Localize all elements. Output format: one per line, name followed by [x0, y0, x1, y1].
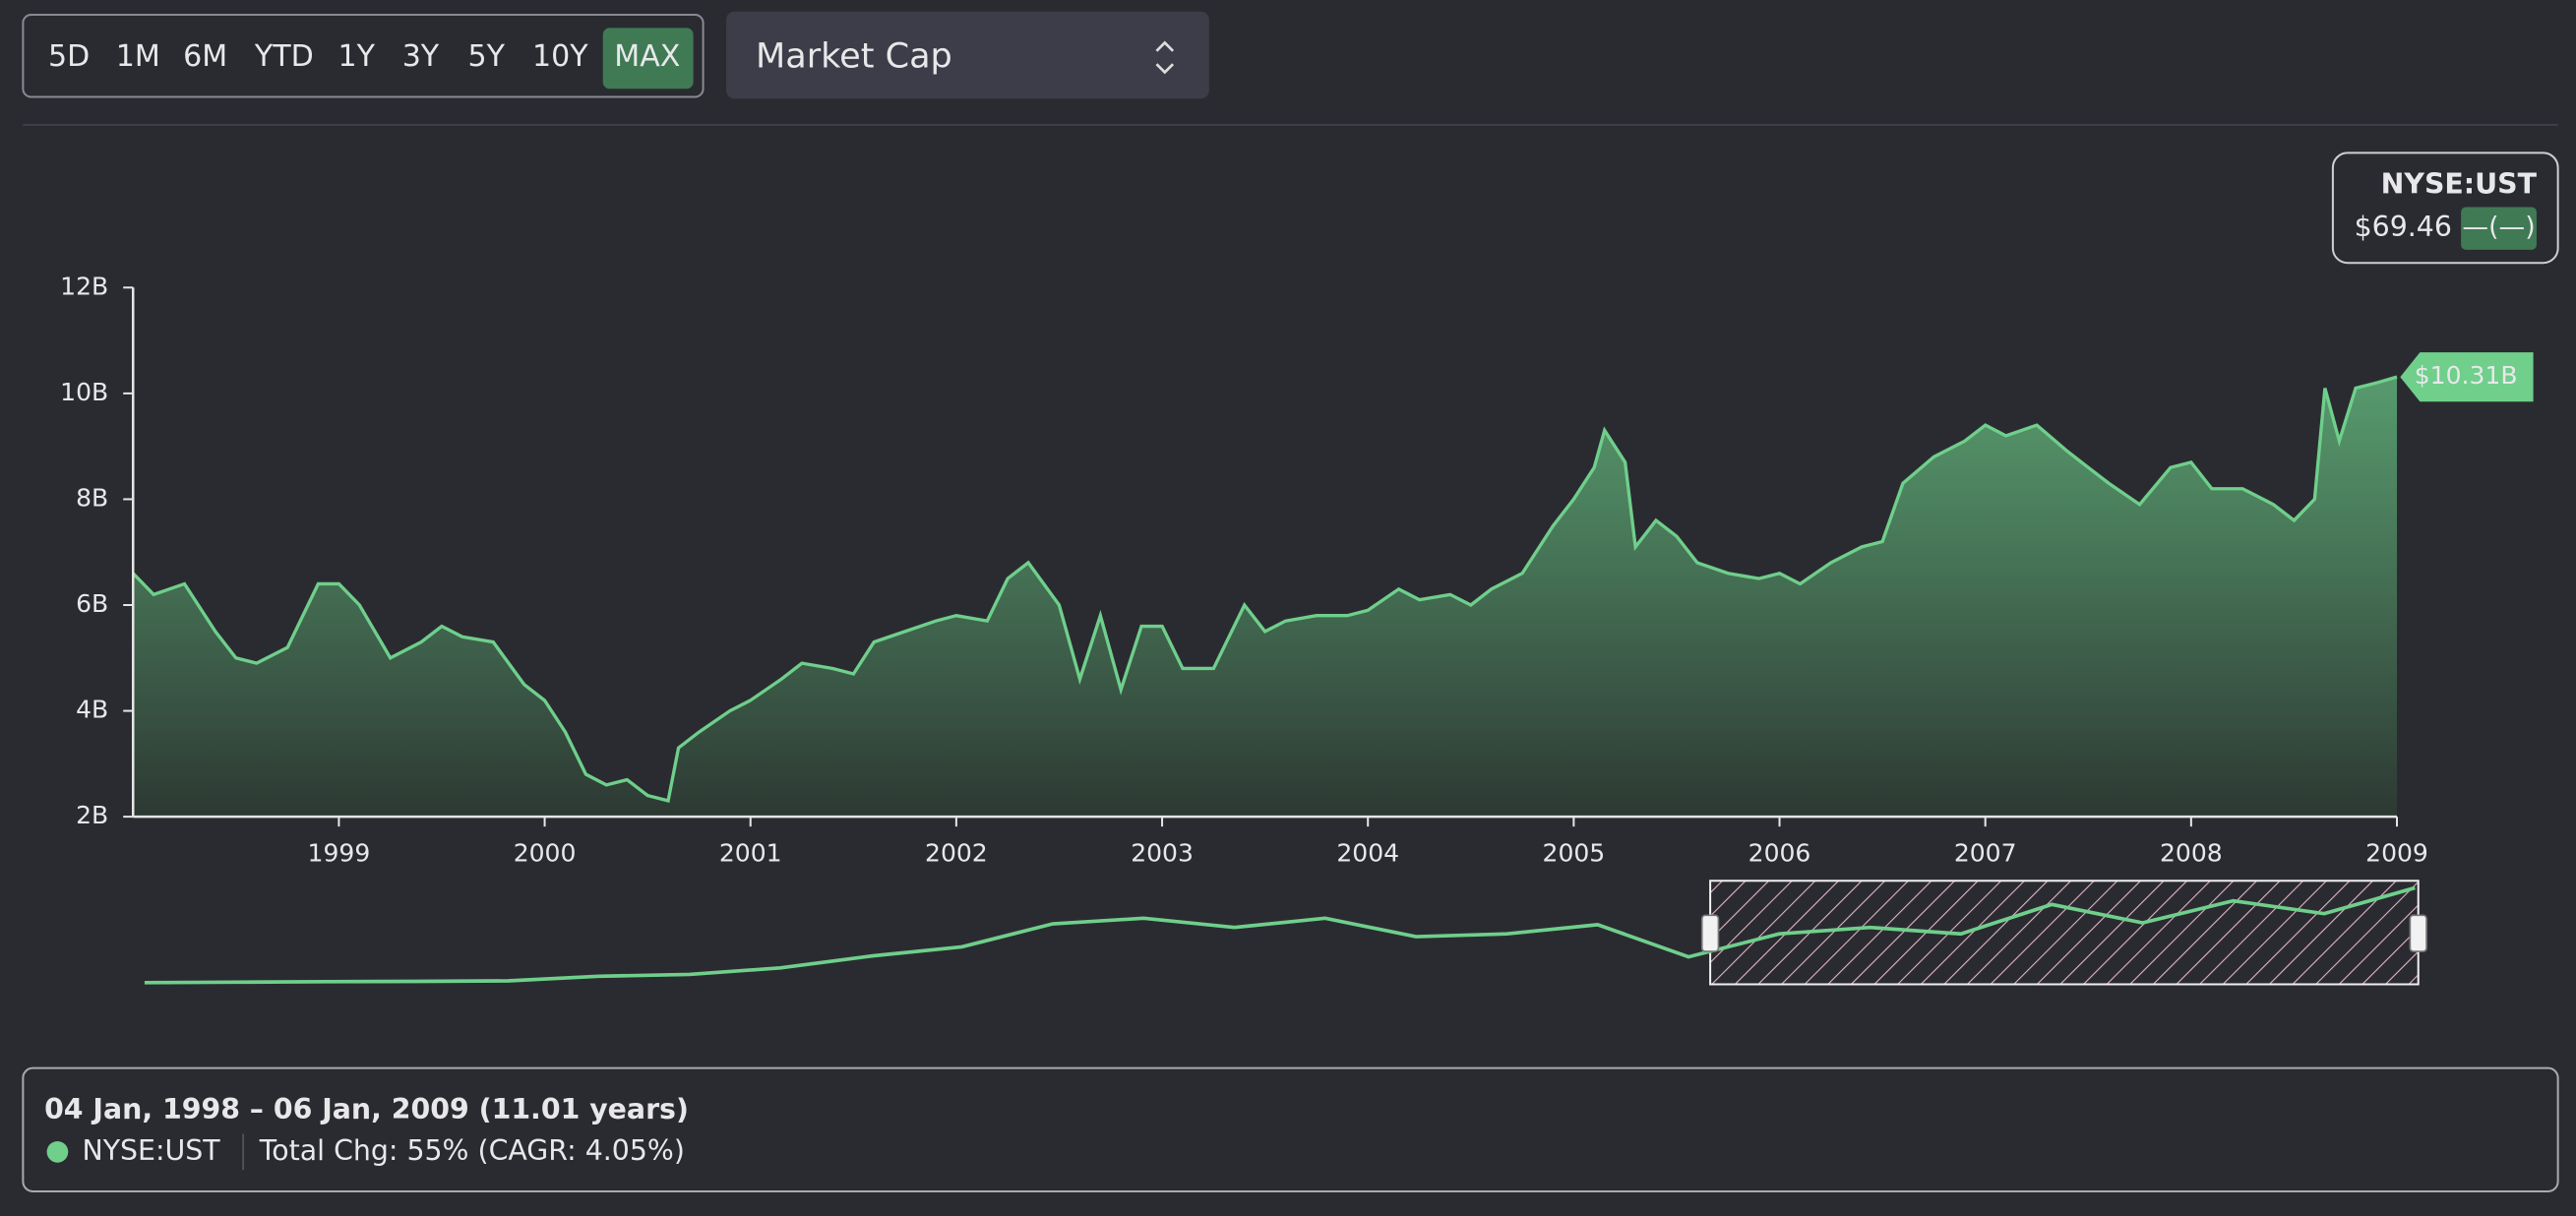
y-tick-label: 6B — [76, 589, 108, 618]
x-tick-label: 1999 — [308, 839, 371, 868]
x-tick-label: 2001 — [719, 839, 782, 868]
range-button-active[interactable] — [602, 28, 694, 90]
legend-dot — [46, 1141, 69, 1163]
legend-price: $69.46 — [2355, 211, 2452, 243]
x-tick-label: 2000 — [514, 839, 577, 868]
line — [132, 375, 2398, 803]
range-button[interactable]: 1M — [116, 39, 160, 74]
chart: 2B 4B 6B 8B 10B 12B 1999 2000 2001 2002 2003 2004 20… — [60, 272, 2534, 868]
metric-select[interactable] — [725, 11, 1209, 99]
last-value-label: $10.31B — [2415, 361, 2518, 390]
y-tick-label: 4B — [76, 696, 108, 724]
y-tick-label: 2B — [76, 801, 108, 829]
range-button[interactable]: 1Y — [338, 39, 376, 74]
x-tick-label: 2007 — [1954, 839, 2017, 868]
navigator-line — [144, 885, 2416, 985]
navigator[interactable] — [144, 880, 2427, 986]
selection-handle[interactable] — [1700, 914, 1720, 952]
y-tick-label: 10B — [60, 378, 108, 406]
y-tick-label: 12B — [60, 272, 108, 300]
x-tick-label: 2002 — [925, 839, 988, 868]
range-group — [22, 14, 705, 98]
x-tick-label: 2006 — [1748, 839, 1811, 868]
range-button[interactable]: 5D — [48, 39, 90, 74]
range-button[interactable]: 6M — [183, 39, 227, 74]
footer-range: 04 Jan, 1998 – 06 Jan, 2009 (11.01 years… — [44, 1093, 689, 1125]
footer-stats: Total Chg: 55% (CAGR: 4.05%) — [259, 1134, 685, 1167]
x-tick-label: 2003 — [1131, 839, 1194, 868]
x-tick-label: 2008 — [2160, 839, 2223, 868]
area — [133, 377, 2398, 818]
legend-ticker: NYSE:UST — [2381, 168, 2538, 201]
range-button[interactable]: 3Y — [402, 39, 440, 74]
x-tick-label: 2004 — [1336, 839, 1399, 868]
select-chevron — [1155, 40, 1175, 75]
legend-box — [2331, 152, 2559, 265]
range-button[interactable]: 10Y — [532, 39, 588, 74]
legend-change: —(—) — [2462, 213, 2535, 243]
range-button[interactable]: YTD — [254, 39, 314, 74]
footer-box — [22, 1066, 2559, 1192]
metric-select-label: Market Cap — [756, 35, 952, 76]
change-badge — [2461, 207, 2537, 250]
y-tick-label: 8B — [76, 483, 108, 512]
last-value-tag — [2400, 352, 2534, 402]
selection[interactable] — [1709, 880, 2420, 986]
selection-handle[interactable] — [2409, 914, 2427, 952]
range-button[interactable]: MAX — [614, 39, 680, 74]
range-button[interactable]: 5Y — [467, 39, 505, 74]
x-tick-label: 2009 — [2365, 839, 2428, 868]
footer-ticker: NYSE:UST — [82, 1134, 220, 1167]
x-tick-label: 2005 — [1543, 839, 1606, 868]
